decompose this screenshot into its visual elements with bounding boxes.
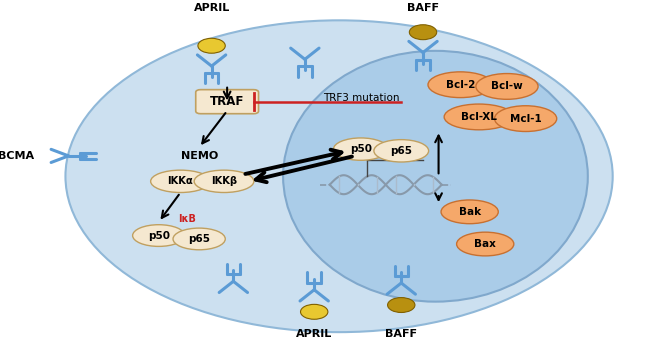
- Ellipse shape: [495, 106, 556, 132]
- Text: Bax: Bax: [474, 239, 496, 249]
- Text: NEMO: NEMO: [181, 151, 218, 161]
- Circle shape: [387, 298, 415, 312]
- Ellipse shape: [151, 170, 211, 192]
- Text: IKKα: IKKα: [168, 176, 193, 186]
- Ellipse shape: [173, 228, 226, 250]
- Text: BCMA: BCMA: [0, 151, 34, 161]
- Ellipse shape: [283, 51, 588, 302]
- Text: TRAF: TRAF: [210, 95, 244, 108]
- FancyBboxPatch shape: [196, 90, 259, 114]
- Text: BAFF: BAFF: [385, 329, 417, 339]
- Ellipse shape: [133, 225, 185, 246]
- Ellipse shape: [428, 72, 493, 98]
- Text: APRIL: APRIL: [194, 3, 229, 14]
- Text: IκB: IκB: [177, 214, 196, 224]
- Ellipse shape: [441, 200, 499, 224]
- Text: p65: p65: [188, 234, 210, 244]
- Text: Bak: Bak: [459, 207, 481, 217]
- Ellipse shape: [374, 140, 428, 162]
- Text: IKKβ: IKKβ: [211, 176, 237, 186]
- Ellipse shape: [456, 232, 514, 256]
- Ellipse shape: [194, 170, 254, 192]
- Text: BAFF: BAFF: [407, 3, 439, 14]
- Ellipse shape: [476, 73, 538, 99]
- Circle shape: [410, 25, 437, 40]
- Circle shape: [198, 38, 226, 53]
- Text: Bcl-2: Bcl-2: [446, 80, 475, 90]
- Text: Bcl-XL: Bcl-XL: [461, 112, 497, 122]
- Text: p65: p65: [390, 146, 412, 156]
- Text: TRF3 mutation: TRF3 mutation: [324, 93, 400, 103]
- Circle shape: [300, 304, 328, 319]
- Ellipse shape: [333, 138, 388, 160]
- Text: Mcl-1: Mcl-1: [510, 114, 541, 124]
- Text: p50: p50: [350, 144, 372, 154]
- Text: Bcl-w: Bcl-w: [491, 81, 523, 91]
- Text: p50: p50: [148, 231, 170, 241]
- Text: APRIL: APRIL: [296, 329, 332, 339]
- Ellipse shape: [444, 104, 514, 130]
- Ellipse shape: [66, 20, 613, 332]
